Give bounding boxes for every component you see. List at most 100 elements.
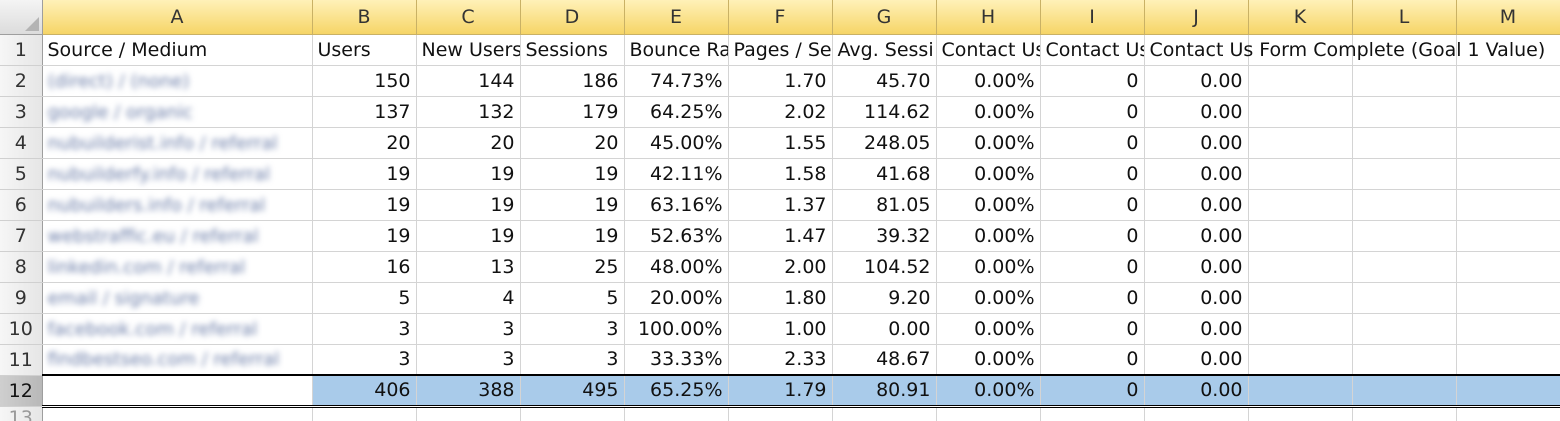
- column-header-d[interactable]: D: [520, 0, 625, 35]
- cell-a5[interactable]: nubuilderfy.info / referral: [42, 158, 313, 190]
- cell-l9[interactable]: [1352, 282, 1457, 314]
- row-header-13[interactable]: 13: [0, 406, 43, 421]
- cell-d5[interactable]: 19: [520, 158, 625, 190]
- cell-m4[interactable]: [1456, 127, 1560, 159]
- cell-d4[interactable]: 20: [520, 127, 625, 159]
- cell-h8[interactable]: 0.00%: [936, 251, 1041, 283]
- cell-row13[interactable]: [520, 406, 625, 421]
- cell-h12[interactable]: 0.00%: [936, 374, 1041, 408]
- cell-j2[interactable]: 0.00: [1144, 65, 1249, 97]
- cell-j7[interactable]: 0.00: [1144, 220, 1249, 252]
- row-header-9[interactable]: 9: [0, 282, 43, 314]
- cell-f10[interactable]: 1.00: [728, 313, 833, 345]
- cell-g12[interactable]: 80.91: [832, 374, 937, 408]
- cell-g4[interactable]: 248.05: [832, 127, 937, 159]
- cell-j9[interactable]: 0.00: [1144, 282, 1249, 314]
- cell-j3[interactable]: 0.00: [1144, 96, 1249, 128]
- cell-h7[interactable]: 0.00%: [936, 220, 1041, 252]
- column-header-e[interactable]: E: [624, 0, 729, 35]
- cell-j10[interactable]: 0.00: [1144, 313, 1249, 345]
- cell-row13[interactable]: [416, 406, 521, 421]
- row-header-7[interactable]: 7: [0, 220, 43, 252]
- cell-e4[interactable]: 45.00%: [624, 127, 729, 159]
- cell-e9[interactable]: 20.00%: [624, 282, 729, 314]
- cell-row13[interactable]: [728, 406, 833, 421]
- cell-a11[interactable]: findbestseo.com / referral: [42, 344, 313, 376]
- cell-c1[interactable]: New Users: [416, 34, 521, 66]
- cell-l5[interactable]: [1352, 158, 1457, 190]
- cell-f4[interactable]: 1.55: [728, 127, 833, 159]
- cell-f12[interactable]: 1.79: [728, 374, 833, 408]
- cell-j4[interactable]: 0.00: [1144, 127, 1249, 159]
- cell-a9[interactable]: email / signature: [42, 282, 313, 314]
- column-header-j[interactable]: J: [1144, 0, 1249, 35]
- row-header-12[interactable]: 12: [0, 375, 43, 407]
- cell-i11[interactable]: 0: [1040, 344, 1145, 376]
- cell-b6[interactable]: 19: [312, 189, 417, 221]
- cell-b2[interactable]: 150: [312, 65, 417, 97]
- cell-g5[interactable]: 41.68: [832, 158, 937, 190]
- cell-row13[interactable]: [1352, 406, 1457, 421]
- cell-l11[interactable]: [1352, 344, 1457, 376]
- cell-g10[interactable]: 0.00: [832, 313, 937, 345]
- cell-k2[interactable]: [1248, 65, 1353, 97]
- cell-i7[interactable]: 0: [1040, 220, 1145, 252]
- cell-b3[interactable]: 137: [312, 96, 417, 128]
- cell-k8[interactable]: [1248, 251, 1353, 283]
- cell-f9[interactable]: 1.80: [728, 282, 833, 314]
- cell-j8[interactable]: 0.00: [1144, 251, 1249, 283]
- cell-f5[interactable]: 1.58: [728, 158, 833, 190]
- cell-e5[interactable]: 42.11%: [624, 158, 729, 190]
- cell-m1[interactable]: [1456, 34, 1560, 66]
- cell-a2[interactable]: (direct) / (none): [42, 65, 313, 97]
- cell-j5[interactable]: 0.00: [1144, 158, 1249, 190]
- cell-d9[interactable]: 5: [520, 282, 625, 314]
- cell-row13[interactable]: [1456, 406, 1560, 421]
- cell-d10[interactable]: 3: [520, 313, 625, 345]
- cell-a8[interactable]: linkedin.com / referral: [42, 251, 313, 283]
- cell-l10[interactable]: [1352, 313, 1457, 345]
- cell-c3[interactable]: 132: [416, 96, 521, 128]
- cell-a7[interactable]: webstraffic.eu / referral: [42, 220, 313, 252]
- cell-i10[interactable]: 0: [1040, 313, 1145, 345]
- cell-m2[interactable]: [1456, 65, 1560, 97]
- row-header-4[interactable]: 4: [0, 127, 43, 159]
- cell-b5[interactable]: 19: [312, 158, 417, 190]
- cell-k6[interactable]: [1248, 189, 1353, 221]
- cell-k10[interactable]: [1248, 313, 1353, 345]
- cell-a3[interactable]: google / organic: [42, 96, 313, 128]
- cell-l4[interactable]: [1352, 127, 1457, 159]
- cell-k9[interactable]: [1248, 282, 1353, 314]
- cell-j11[interactable]: 0.00: [1144, 344, 1249, 376]
- cell-row13[interactable]: [1248, 406, 1353, 421]
- cell-m10[interactable]: [1456, 313, 1560, 345]
- cell-c7[interactable]: 19: [416, 220, 521, 252]
- cell-e6[interactable]: 63.16%: [624, 189, 729, 221]
- cell-l2[interactable]: [1352, 65, 1457, 97]
- cell-i4[interactable]: 0: [1040, 127, 1145, 159]
- cell-g11[interactable]: 48.67: [832, 344, 937, 376]
- cell-k1[interactable]: [1248, 34, 1353, 66]
- cell-b8[interactable]: 16: [312, 251, 417, 283]
- cell-g3[interactable]: 114.62: [832, 96, 937, 128]
- cell-b9[interactable]: 5: [312, 282, 417, 314]
- cell-m6[interactable]: [1456, 189, 1560, 221]
- cell-c6[interactable]: 19: [416, 189, 521, 221]
- row-header-10[interactable]: 10: [0, 313, 43, 345]
- cell-k7[interactable]: [1248, 220, 1353, 252]
- cell-a12[interactable]: [42, 374, 313, 408]
- cell-b12[interactable]: 406: [312, 374, 417, 408]
- cell-d11[interactable]: 3: [520, 344, 625, 376]
- cell-d1[interactable]: Sessions: [520, 34, 625, 66]
- cell-e10[interactable]: 100.00%: [624, 313, 729, 345]
- cell-l12[interactable]: [1352, 374, 1457, 408]
- cell-m12[interactable]: [1456, 374, 1560, 408]
- cell-f11[interactable]: 2.33: [728, 344, 833, 376]
- cell-e11[interactable]: 33.33%: [624, 344, 729, 376]
- cell-i6[interactable]: 0: [1040, 189, 1145, 221]
- column-header-c[interactable]: C: [416, 0, 521, 35]
- cell-a4[interactable]: nubuilderist.info / referral: [42, 127, 313, 159]
- cell-h5[interactable]: 0.00%: [936, 158, 1041, 190]
- cell-f8[interactable]: 2.00: [728, 251, 833, 283]
- row-header-5[interactable]: 5: [0, 158, 43, 190]
